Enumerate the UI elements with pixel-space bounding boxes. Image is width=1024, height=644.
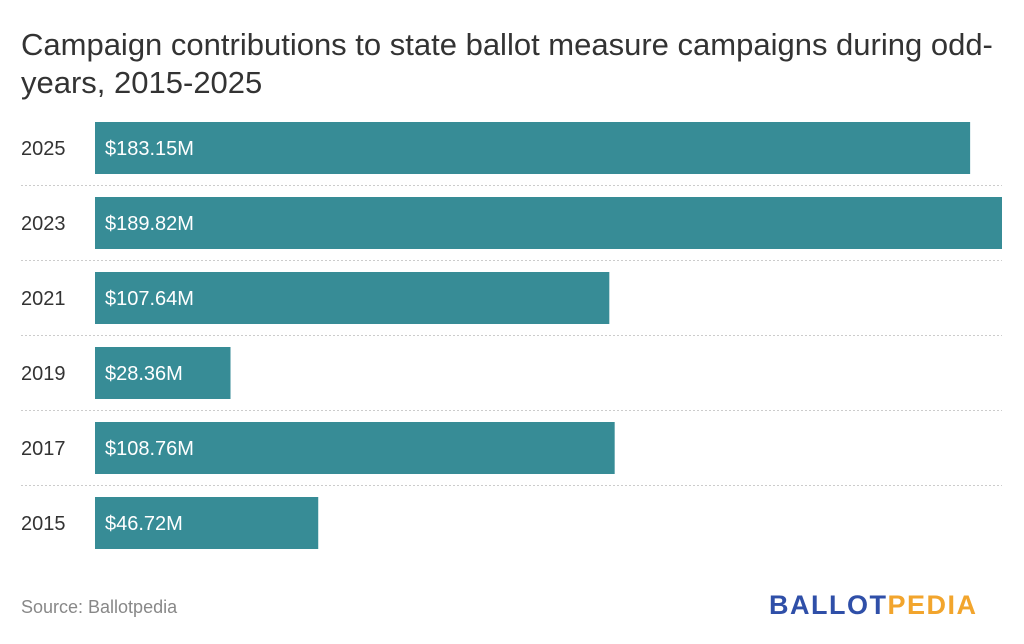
category-label: 2015 [21,513,66,535]
category-label: 2023 [21,213,66,235]
data-label: $108.76M [105,438,194,460]
bar [95,122,971,174]
logo-pedia-text: PEDIA [887,590,978,620]
bar [95,497,319,549]
bar [95,197,1002,249]
data-label: $28.36M [105,363,183,385]
bar [95,347,231,399]
category-label: 2019 [21,363,66,385]
data-label: $183.15M [105,138,194,160]
data-label: $189.82M [105,213,194,235]
bar [95,422,615,474]
category-label: 2017 [21,438,66,460]
source-note: Source: Ballotpedia [21,597,178,617]
category-label: 2021 [21,288,66,310]
ballotpedia-logo: BALLOTPEDIA [769,590,978,621]
data-label: $107.64M [105,288,194,310]
bar [95,272,610,324]
data-label: $46.72M [105,513,183,535]
bar-chart: 2025 $183.15M 2023 $189.82M 2021 $107.64M 2019… [21,122,1002,549]
category-label: 2025 [21,138,66,160]
logo-ballot-text: BALLOT [769,590,888,620]
chart-title: Campaign contributions to state ballot m… [21,27,993,100]
